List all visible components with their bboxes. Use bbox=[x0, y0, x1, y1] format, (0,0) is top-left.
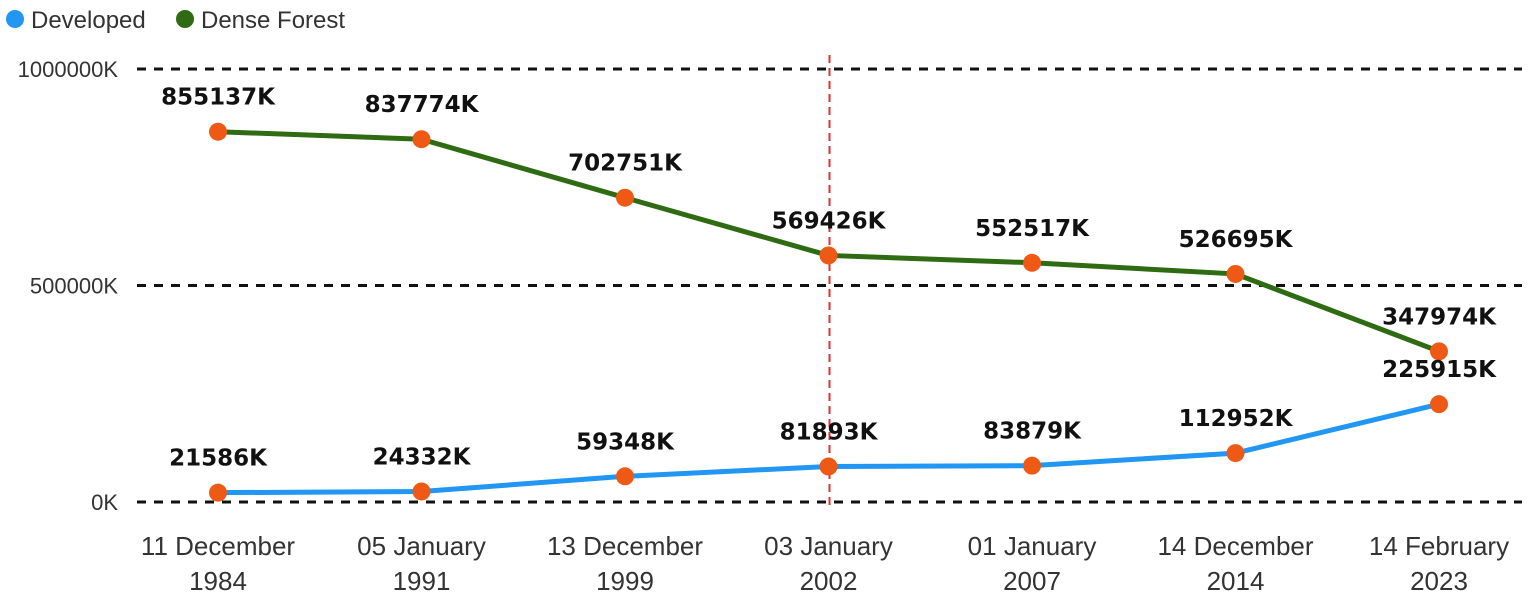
data-labels: 21586K 24332K 59348K 81893K 83879K 112952K 225… bbox=[161, 85, 1497, 472]
data-label-1-1: 837774K bbox=[365, 92, 480, 118]
legend: Developed Dense Forest bbox=[6, 7, 345, 34]
x-tick-line-5-0: 14 December bbox=[1157, 531, 1313, 561]
data-label-0-5: 112952K bbox=[1179, 406, 1294, 432]
data-label-0-2: 59348K bbox=[576, 429, 675, 455]
x-tick-line-1-0: 05 January bbox=[357, 531, 486, 561]
x-tick-line-0-0: 11 December bbox=[141, 531, 295, 561]
x-tick-line-5-1: 2014 bbox=[1207, 566, 1265, 596]
x-axis-ticks: 11 December 1984 05 January 1991 13 December… bbox=[141, 531, 1509, 596]
data-point-1-2 bbox=[616, 188, 634, 207]
x-tick-line-2-0: 13 December bbox=[547, 531, 703, 561]
data-label-0-0: 21586K bbox=[169, 446, 268, 472]
x-tick-label-2: 13 December 1999 bbox=[547, 531, 703, 596]
data-point-1-6 bbox=[1430, 342, 1448, 361]
x-tick-label-1: 05 January 1991 bbox=[357, 531, 486, 596]
data-point-1-1 bbox=[412, 130, 431, 149]
x-tick-line-1-1: 1991 bbox=[393, 566, 451, 596]
x-tick-line-4-1: 2007 bbox=[1003, 566, 1061, 596]
x-tick-line-4-0: 01 January bbox=[968, 531, 1097, 561]
data-label-1-4: 552517K bbox=[975, 216, 1090, 242]
legend-label-1: Dense Forest bbox=[201, 7, 345, 34]
x-tick-label-6: 14 February 2023 bbox=[1369, 531, 1509, 596]
x-tick-label-0: 11 December 1984 bbox=[141, 531, 295, 596]
data-label-1-0: 855137K bbox=[161, 85, 276, 111]
data-label-1-5: 526695K bbox=[1179, 227, 1294, 253]
data-point-0-0 bbox=[209, 483, 227, 502]
legend-marker-1 bbox=[176, 10, 194, 28]
data-label-1-3: 569426K bbox=[772, 208, 887, 234]
data-label-0-3: 81893K bbox=[780, 420, 879, 446]
x-tick-line-6-0: 14 February bbox=[1369, 531, 1509, 561]
data-point-0-3 bbox=[819, 457, 838, 476]
data-point-1-4 bbox=[1023, 253, 1041, 272]
x-tick-line-0-1: 1984 bbox=[189, 566, 247, 596]
data-point-0-4 bbox=[1023, 456, 1041, 475]
legend-label-0: Developed bbox=[31, 7, 146, 34]
x-tick-label-5: 14 December 2014 bbox=[1157, 531, 1313, 596]
x-tick-line-6-1: 2023 bbox=[1410, 566, 1468, 596]
data-point-1-0 bbox=[209, 122, 227, 141]
data-point-1-5 bbox=[1226, 264, 1245, 283]
x-tick-label-4: 01 January 2007 bbox=[968, 531, 1097, 596]
data-point-0-1 bbox=[412, 482, 431, 501]
x-tick-line-3-0: 03 January bbox=[764, 531, 893, 561]
x-tick-line-2-1: 1999 bbox=[596, 566, 654, 596]
y-tick-label-1: 500000K bbox=[30, 274, 118, 299]
data-label-1-6: 347974K bbox=[1382, 304, 1497, 330]
y-tick-label-0: 0K bbox=[91, 490, 118, 515]
legend-marker-0 bbox=[6, 10, 24, 28]
x-tick-label-3: 03 January 2002 bbox=[764, 531, 893, 596]
data-point-0-5 bbox=[1226, 444, 1245, 463]
data-point-0-2 bbox=[616, 467, 634, 486]
data-label-0-1: 24332K bbox=[373, 444, 472, 470]
y-tick-label-2: 1000000K bbox=[18, 57, 119, 82]
data-label-1-2: 702751K bbox=[568, 151, 683, 177]
data-label-0-4: 83879K bbox=[983, 419, 1082, 445]
x-tick-line-3-1: 2002 bbox=[800, 566, 858, 596]
y-axis-ticks: 0K 500000K 1000000K bbox=[18, 57, 119, 515]
data-point-1-3 bbox=[819, 246, 838, 265]
data-points bbox=[209, 122, 1448, 502]
data-label-0-6: 225915K bbox=[1382, 357, 1497, 383]
data-point-0-6 bbox=[1430, 395, 1448, 414]
